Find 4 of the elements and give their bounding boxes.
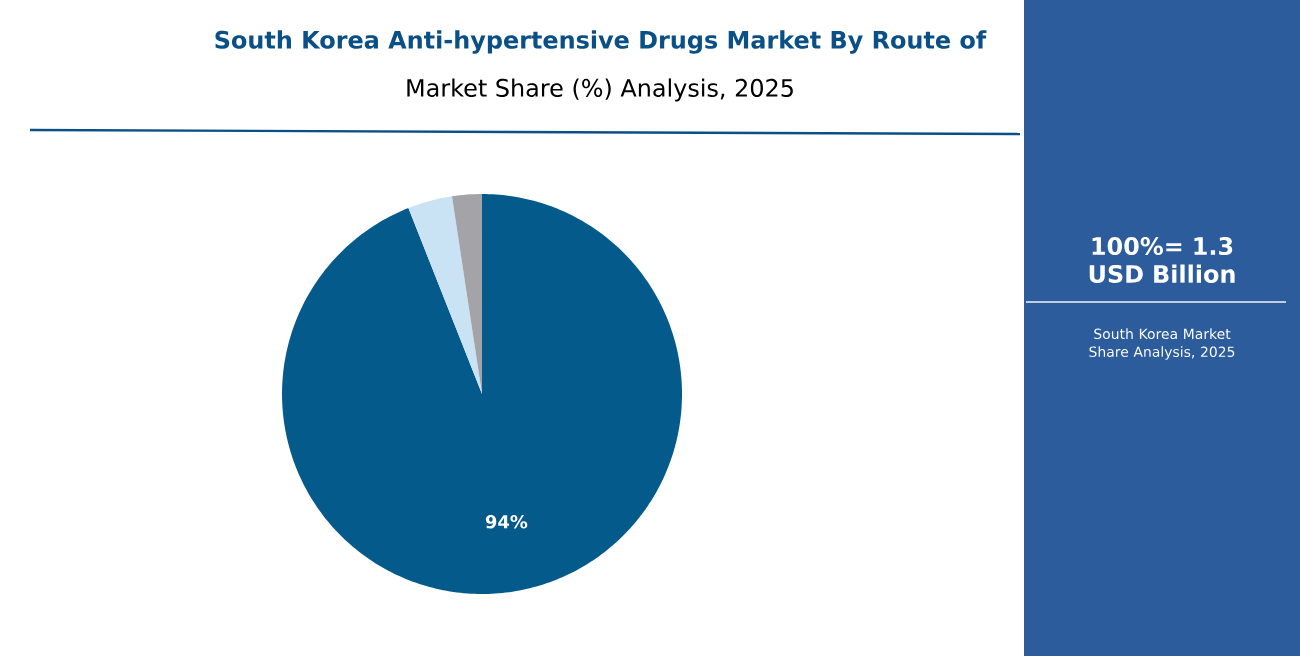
chart-title: South Korea Anti-hypertensive Drugs Market By Route of <box>215 30 987 54</box>
text: 100%= 1.3 USD Billion <box>1089 237 1235 283</box>
chart-subtitle: Market Share (%) Analysis, 2025 <box>407 78 793 102</box>
data-label: 94% <box>485 514 528 529</box>
